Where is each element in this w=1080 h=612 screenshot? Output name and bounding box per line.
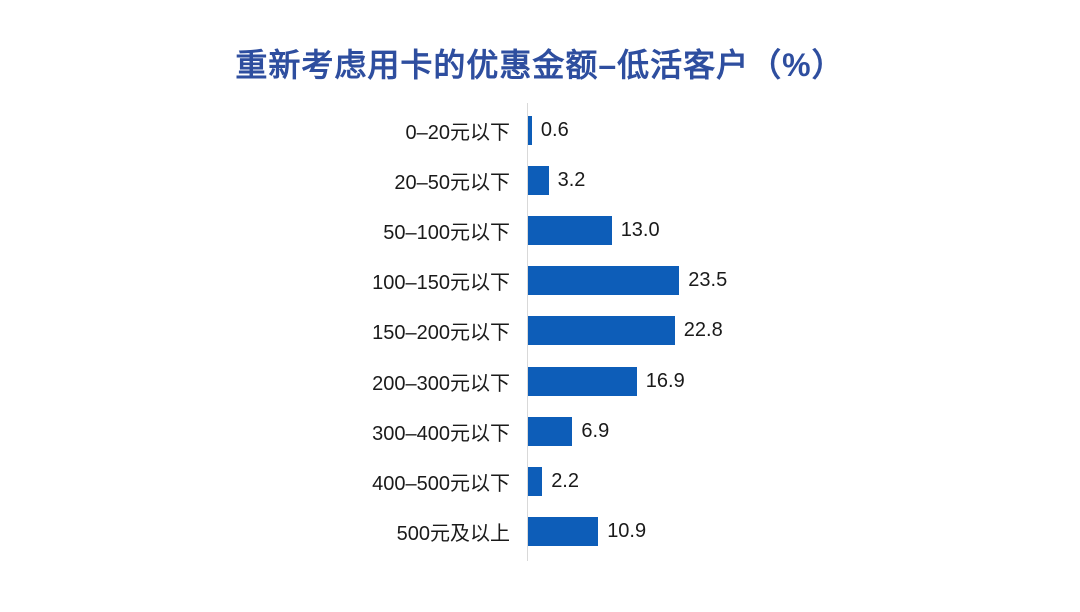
chart-row: 300–400元以下 6.9 xyxy=(0,406,1080,456)
bar xyxy=(528,366,637,396)
bar xyxy=(528,266,680,296)
value-label: 13.0 xyxy=(620,218,660,241)
bar-chart: 0–20元以下 0.6 20–50元以下 3.2 50–100元以下 13.0 … xyxy=(0,103,1080,565)
bar xyxy=(528,165,549,195)
value-label: 23.5 xyxy=(688,269,728,292)
category-label: 20–50元以下 xyxy=(394,171,510,194)
chart-title: 重新考虑用卡的优惠金额–低活客户（%） xyxy=(235,47,845,83)
chart-row: 200–300元以下 16.9 xyxy=(0,356,1080,406)
category-label: 0–20元以下 xyxy=(405,121,511,144)
chart-row: 500元及以上 10.9 xyxy=(0,507,1080,557)
y-axis-line xyxy=(527,103,528,561)
category-label: 100–150元以下 xyxy=(372,272,510,295)
bar xyxy=(528,115,532,145)
value-label: 3.2 xyxy=(557,168,586,191)
chart-rows: 0–20元以下 0.6 20–50元以下 3.2 50–100元以下 13.0 … xyxy=(0,105,1080,557)
chart-row: 50–100元以下 13.0 xyxy=(0,205,1080,255)
category-label: 400–500元以下 xyxy=(372,472,510,495)
value-label: 0.6 xyxy=(540,118,569,141)
value-label: 2.2 xyxy=(551,469,579,492)
value-label: 16.9 xyxy=(645,369,685,392)
category-label: 150–200元以下 xyxy=(372,322,510,345)
category-label: 50–100元以下 xyxy=(383,221,510,244)
bar xyxy=(528,215,612,245)
chart-row: 400–500元以下 2.2 xyxy=(0,456,1080,506)
bar xyxy=(528,316,675,346)
value-label: 10.9 xyxy=(607,520,647,543)
chart-row: 100–150元以下 23.5 xyxy=(0,256,1080,306)
category-label: 300–400元以下 xyxy=(372,422,510,445)
bar xyxy=(528,466,543,496)
chart-row: 150–200元以下 22.8 xyxy=(0,306,1080,356)
value-label: 22.8 xyxy=(683,319,723,342)
chart-row: 20–50元以下 3.2 xyxy=(0,155,1080,205)
chart-row: 0–20元以下 0.6 xyxy=(0,105,1080,155)
bar xyxy=(528,517,599,547)
bar xyxy=(528,416,573,446)
category-label: 200–300元以下 xyxy=(372,372,510,395)
category-label: 500元及以上 xyxy=(396,523,510,546)
value-label: 6.9 xyxy=(581,419,610,442)
